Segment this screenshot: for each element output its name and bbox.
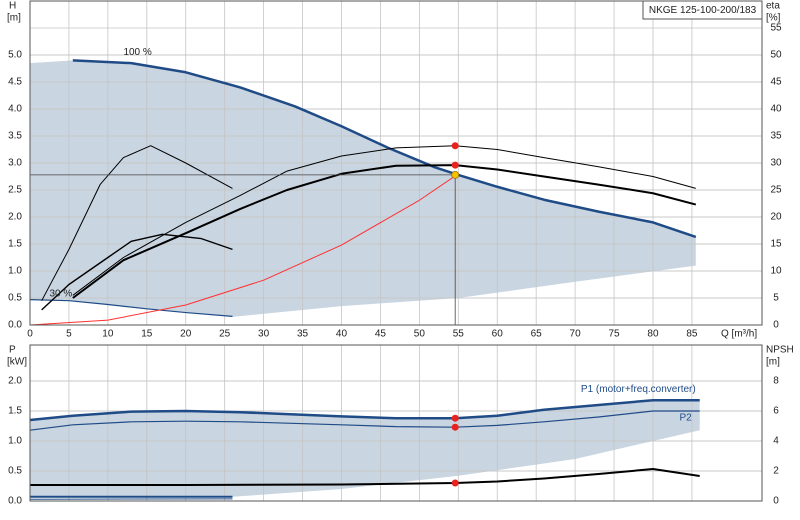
annotation: 30 % xyxy=(49,288,72,299)
y-tick-label: 2.0 xyxy=(8,212,22,223)
x-tick-label: 50 xyxy=(414,329,426,340)
y2-tick-label: 30 xyxy=(770,158,782,169)
y-axis-unit: [kW] xyxy=(7,357,27,368)
plot-border xyxy=(29,344,763,502)
y2-tick-label: 5 xyxy=(773,293,779,304)
y2-tick-label: 40 xyxy=(770,104,782,115)
curve xyxy=(72,164,697,299)
y2-tick-label: 50 xyxy=(770,50,782,61)
y2-axis-label: eta xyxy=(766,1,780,12)
y2-tick-label: 55 xyxy=(770,23,782,34)
y-tick-label: 2.5 xyxy=(8,185,22,196)
y-axis-unit: [m] xyxy=(7,13,21,24)
y2-tick-label: 2 xyxy=(773,466,779,477)
y2-tick-label: 8 xyxy=(773,376,779,387)
y-tick-label: 3.5 xyxy=(8,131,22,142)
title-box xyxy=(642,0,763,20)
y2-tick-label: 4 xyxy=(773,436,779,447)
y2-tick-label: 45 xyxy=(770,77,782,88)
y-tick-label: 1.5 xyxy=(8,406,22,417)
y2-tick-label: 0 xyxy=(773,320,779,331)
y-tick-label: 1.5 xyxy=(8,239,22,250)
y-tick-label: 0.5 xyxy=(8,466,22,477)
y-axis-label: P xyxy=(9,345,16,356)
y-tick-label: 0.0 xyxy=(8,496,22,507)
y-tick-label: 4.0 xyxy=(8,104,22,115)
y-tick-label: 5.0 xyxy=(8,50,22,61)
operating-range xyxy=(30,400,700,497)
plot-border xyxy=(29,0,763,326)
y2-axis-unit: [m] xyxy=(766,357,780,368)
x-tick-label: 70 xyxy=(570,329,582,340)
curve xyxy=(29,398,700,422)
y-tick-label: 1.0 xyxy=(8,266,22,277)
y2-tick-label: 15 xyxy=(770,239,782,250)
y2-tick-label: 20 xyxy=(770,212,782,223)
x-tick-label: 25 xyxy=(219,329,231,340)
y-tick-label: 2.0 xyxy=(8,376,22,387)
y2-axis-label: NPSH xyxy=(766,345,794,356)
curve-label: P1 (motor+freq.converter) xyxy=(581,384,696,395)
x-tick-label: 40 xyxy=(336,329,348,340)
y-tick-label: 3.0 xyxy=(8,158,22,169)
panel: 0.0 0.5 1.0 1.5 2.0 2.5 3.0 3.5 4.0 4.5 5.0 0 5 10 15 2… xyxy=(7,0,782,340)
duty-point xyxy=(451,142,459,150)
y2-tick-label: 25 xyxy=(770,185,782,196)
curve xyxy=(41,145,233,301)
curve xyxy=(41,233,233,311)
x-tick-label: 10 xyxy=(102,329,114,340)
duty-point xyxy=(451,170,460,179)
x-tick-label: 55 xyxy=(453,329,465,340)
annotation: 100 % xyxy=(123,47,151,58)
y2-tick-label: 0 xyxy=(773,496,779,507)
x-tick-label: 30 xyxy=(258,329,270,340)
x-tick-label: 45 xyxy=(375,329,387,340)
curve-label: P2 xyxy=(679,413,692,424)
y-axis-label: H xyxy=(9,1,16,12)
x-tick-label: 65 xyxy=(531,329,543,340)
y-tick-label: 0.0 xyxy=(8,320,22,331)
y2-tick-label: 35 xyxy=(770,131,782,142)
x-tick-label: 85 xyxy=(686,329,698,340)
duty-point xyxy=(451,414,459,422)
operating-range xyxy=(30,60,696,317)
x-axis-label: Q [m³/h] xyxy=(721,329,757,340)
y-tick-label: 4.5 xyxy=(8,77,22,88)
x-tick-label: 80 xyxy=(647,329,659,340)
x-tick-label: 15 xyxy=(141,329,153,340)
x-tick-label: 0 xyxy=(27,329,33,340)
duty-point xyxy=(451,423,459,431)
curve xyxy=(29,410,700,431)
y2-axis-unit: [%] xyxy=(766,13,781,24)
chart-title: NKGE 125-100-200/183 xyxy=(649,5,757,16)
x-tick-label: 5 xyxy=(66,329,72,340)
y2-tick-label: 6 xyxy=(773,406,779,417)
x-tick-label: 75 xyxy=(608,329,620,340)
y-tick-label: 0.5 xyxy=(8,293,22,304)
x-tick-label: 60 xyxy=(492,329,504,340)
duty-point xyxy=(451,479,459,487)
y-tick-label: 1.0 xyxy=(8,436,22,447)
curve xyxy=(29,175,456,326)
curve xyxy=(30,468,700,486)
curve xyxy=(72,59,697,239)
curve xyxy=(29,299,233,317)
curve xyxy=(72,145,696,296)
panel: P1 (motor+freq.converter)P20.00.51.01.52… xyxy=(7,344,794,507)
x-tick-label: 35 xyxy=(297,329,309,340)
y2-tick-label: 10 xyxy=(770,266,782,277)
duty-point xyxy=(451,161,459,169)
x-tick-label: 20 xyxy=(180,329,192,340)
